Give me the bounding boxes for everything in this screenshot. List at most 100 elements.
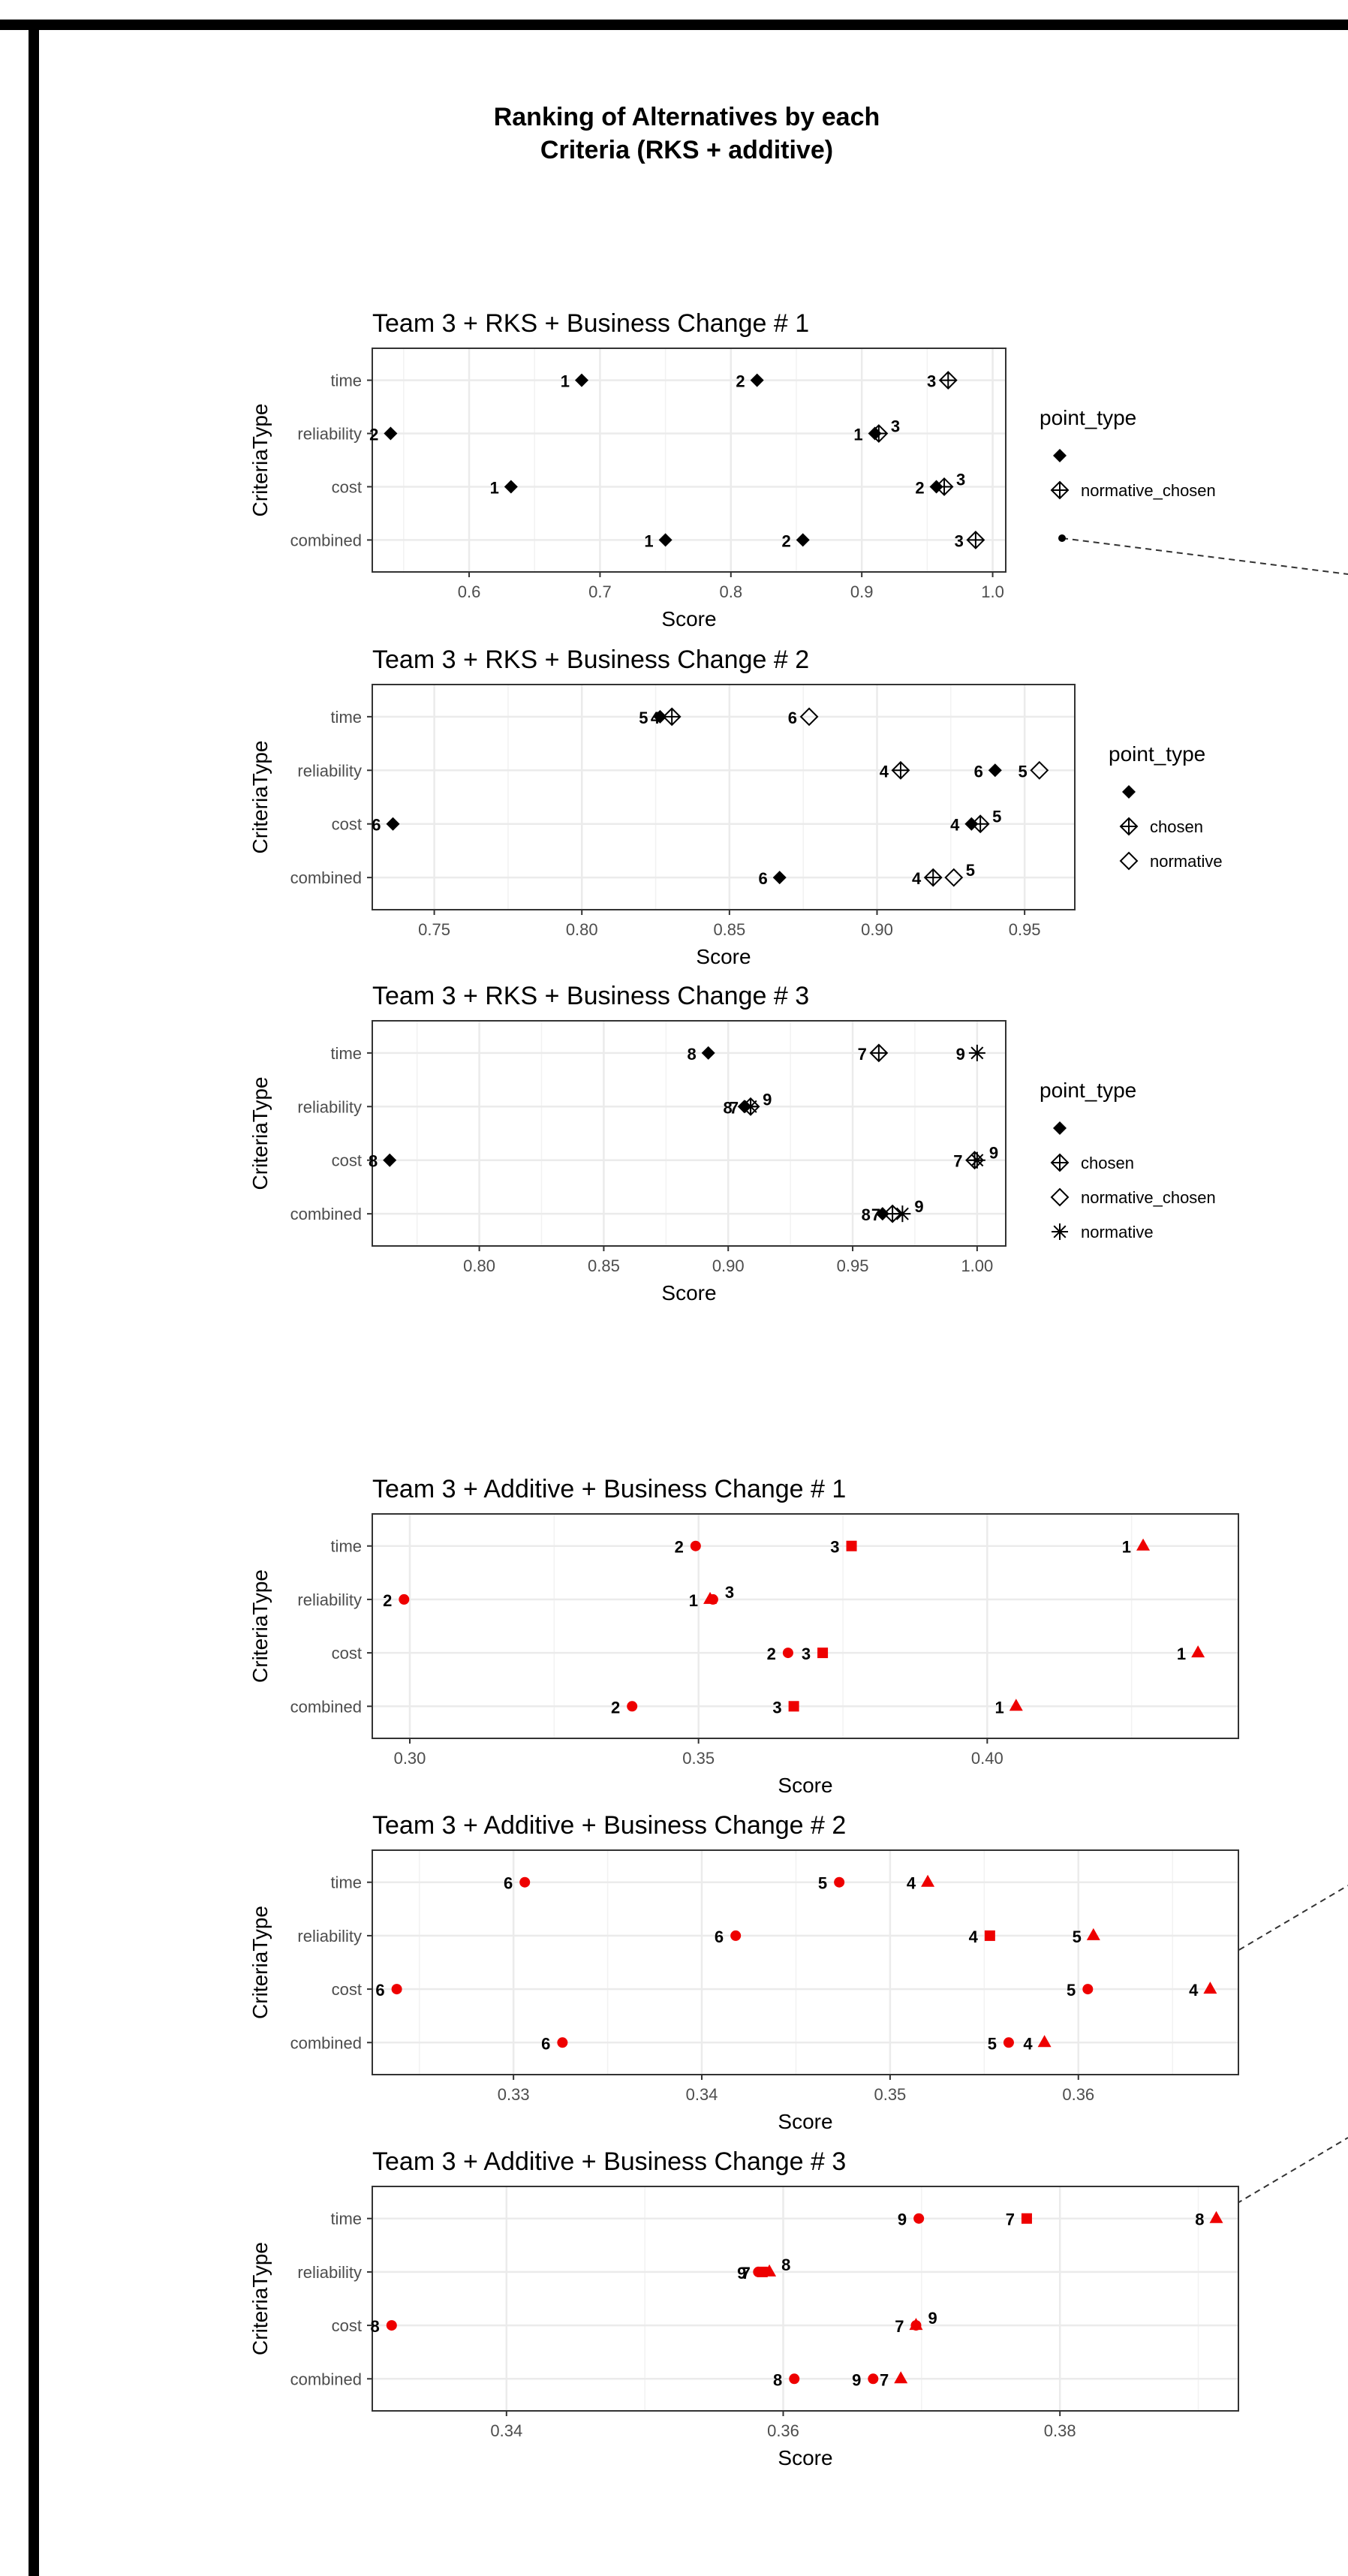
data-point-3 xyxy=(817,1648,829,1659)
legend-key xyxy=(1122,785,1136,799)
data-point-4 xyxy=(1037,2035,1052,2048)
y-tick-label: reliability xyxy=(297,761,362,780)
data-point-5 xyxy=(1030,760,1049,780)
data-label: 1 xyxy=(561,372,570,391)
data-point-4 xyxy=(891,760,910,780)
chart-3-panel xyxy=(372,1021,1006,1246)
data-label: 5 xyxy=(988,2034,997,2053)
y-tick-label: combined xyxy=(290,531,362,549)
data-point-4 xyxy=(1203,1982,1217,1994)
data-point-8 xyxy=(789,2373,800,2385)
chart-4-panel xyxy=(372,1514,1238,1738)
data-label: 6 xyxy=(372,816,381,835)
data-point-4 xyxy=(921,1874,935,1887)
data-label: 7 xyxy=(1006,2210,1015,2229)
data-label: 9 xyxy=(989,1144,998,1163)
data-point-6 xyxy=(557,2037,568,2048)
data-point-4 xyxy=(984,1930,995,1941)
legend-key xyxy=(1050,480,1070,500)
data-point-6 xyxy=(799,707,819,727)
data-point-2 xyxy=(627,1701,638,1712)
y-tick-label: combined xyxy=(290,1697,362,1716)
data-label: 4 xyxy=(912,869,922,888)
data-point-9 xyxy=(913,2213,925,2224)
data-label: 7 xyxy=(730,1098,739,1117)
chart-title: Team 3 + RKS + Business Change # 2 xyxy=(372,646,809,674)
data-point-1 xyxy=(1191,1645,1205,1658)
data-point-8 xyxy=(763,2264,777,2277)
data-point-5 xyxy=(653,709,667,724)
data-point-6 xyxy=(772,871,787,885)
y-tick-label: time xyxy=(330,1873,362,1892)
data-label: 7 xyxy=(895,2317,904,2336)
x-tick-label: 0.30 xyxy=(394,1749,426,1768)
data-label: 5 xyxy=(1067,1981,1076,2000)
y-axis-label: CriteriaType xyxy=(248,2242,272,2355)
data-label: 6 xyxy=(715,1927,724,1946)
data-label: 8 xyxy=(369,1152,378,1171)
data-label: 7 xyxy=(742,2264,751,2283)
y-axis-label: CriteriaType xyxy=(248,1906,272,2019)
x-axis-label: Score xyxy=(778,2110,832,2133)
legend-entry-label: normative_chosen xyxy=(1081,481,1216,500)
page-title-line-1: Ranking of Alternatives by each xyxy=(493,103,880,131)
data-point-3 xyxy=(707,1593,718,1605)
data-label: 6 xyxy=(974,762,983,781)
data-point-8 xyxy=(701,1046,715,1060)
data-label: 8 xyxy=(781,2256,790,2274)
x-axis-label: Score xyxy=(778,2446,832,2469)
legend-entry-label: normative xyxy=(1081,1223,1154,1241)
x-tick-label: 0.80 xyxy=(566,920,598,939)
data-point-9 xyxy=(894,1205,911,1223)
data-point-9 xyxy=(968,1044,985,1061)
data-label: 1 xyxy=(689,1591,698,1610)
data-point-6 xyxy=(988,763,1002,778)
chart-5-panel xyxy=(372,1850,1238,2075)
data-point-3 xyxy=(846,1540,857,1551)
data-label: 4 xyxy=(969,1927,979,1946)
data-label: 1 xyxy=(1177,1645,1186,1663)
data-point-3 xyxy=(966,531,985,549)
x-tick-label: 0.90 xyxy=(712,1256,745,1275)
x-tick-label: 0.34 xyxy=(490,2421,522,2440)
legend-key xyxy=(1050,1153,1070,1172)
data-point-8 xyxy=(875,1207,889,1221)
x-tick-label: 0.36 xyxy=(767,2421,799,2440)
data-label: 9 xyxy=(852,2370,861,2389)
y-tick-label: cost xyxy=(332,2316,362,2335)
x-tick-label: 0.34 xyxy=(686,2085,718,2104)
data-label: 3 xyxy=(802,1645,811,1663)
data-point-8 xyxy=(386,2320,397,2331)
y-tick-label: combined xyxy=(290,868,362,887)
data-label: 1 xyxy=(490,478,499,497)
x-tick-label: 1.00 xyxy=(961,1256,993,1275)
x-tick-label: 0.85 xyxy=(713,920,745,939)
data-label: 3 xyxy=(725,1583,734,1602)
y-tick-label: cost xyxy=(332,1644,362,1663)
legend-title: point_type xyxy=(1109,742,1205,766)
data-point-6 xyxy=(386,817,400,831)
data-label: 2 xyxy=(781,531,790,550)
chart-6-border xyxy=(372,2186,1239,2412)
data-point-5 xyxy=(1086,1927,1100,1940)
y-tick-label: time xyxy=(330,1044,362,1063)
data-label: 2 xyxy=(915,478,924,497)
chart-4-border xyxy=(372,1513,1239,1739)
data-label: 5 xyxy=(966,861,975,880)
frame-top-border xyxy=(0,20,1348,30)
data-label: 8 xyxy=(687,1045,696,1064)
y-tick-label: reliability xyxy=(297,2263,362,2282)
x-tick-label: 0.33 xyxy=(498,2085,530,2104)
data-point-8 xyxy=(1209,2210,1223,2223)
chart-title: Team 3 + RKS + Business Change # 1 xyxy=(372,309,809,338)
chart-6: 0.34 0.36 0.38 time reliability cost combined T… xyxy=(248,2147,1239,2469)
data-label: 2 xyxy=(611,1698,620,1717)
chart-6-panel xyxy=(372,2186,1238,2411)
legend-key xyxy=(1053,1121,1067,1135)
legend-title: point_type xyxy=(1040,1079,1136,1102)
data-point-3 xyxy=(869,424,889,443)
chart-3: 0.80 0.85 0.90 0.95 1.00 time reliability cost c… xyxy=(248,982,1216,1305)
frame-left-border xyxy=(29,20,39,2576)
legend-key xyxy=(1053,449,1067,462)
chart-title: Team 3 + RKS + Business Change # 3 xyxy=(372,982,809,1010)
